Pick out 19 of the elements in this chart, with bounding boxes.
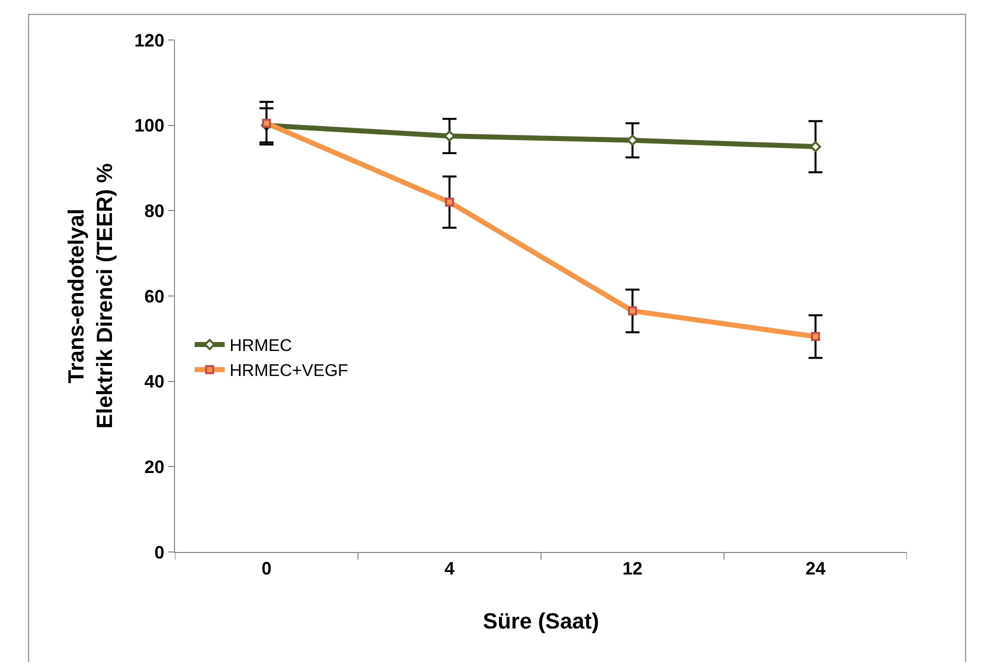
y-tick-label: 60 <box>144 286 164 306</box>
x-axis-title: Süre (Saat) <box>482 608 600 634</box>
y-tick-label: 40 <box>144 372 164 392</box>
x-tick-label: 0 <box>261 558 272 579</box>
point <box>262 118 271 128</box>
point <box>811 332 820 342</box>
legend-label: HRMEC+VEGF <box>230 361 348 380</box>
point <box>445 198 454 207</box>
x-tick-label: 12 <box>622 558 643 579</box>
y-tick-label: 100 <box>134 116 164 136</box>
legend-label: HRMEC <box>230 336 292 356</box>
y-tick-label: 80 <box>144 200 164 221</box>
x-tick-label: 4 <box>444 558 455 579</box>
point <box>628 306 637 316</box>
y-axis-title: Trans-endotelyal Elektrik Direnci (TEER) % <box>64 163 118 429</box>
y-tick-label: 120 <box>134 30 164 50</box>
y-tick-label: 0 <box>154 542 164 562</box>
y-tick-label: 20 <box>144 456 164 477</box>
x-tick-label: 24 <box>805 558 826 579</box>
